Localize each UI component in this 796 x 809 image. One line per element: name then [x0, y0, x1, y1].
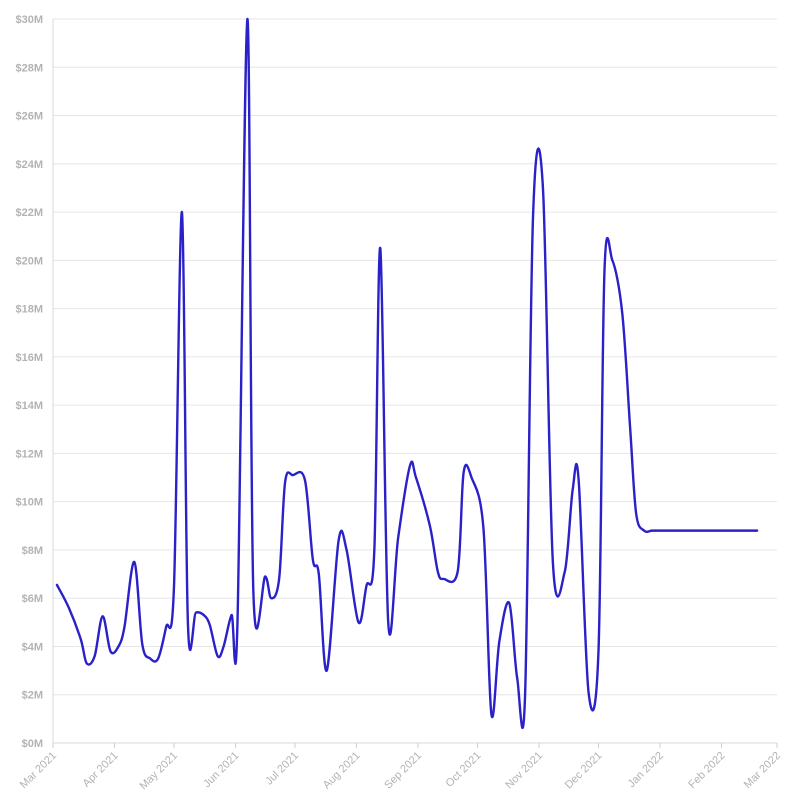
x-tick-label: Oct 2021 [444, 750, 484, 790]
gridlines [53, 18, 777, 696]
x-tick-label: Jan 2022 [626, 750, 666, 790]
x-tick-label: Sep 2021 [382, 750, 424, 792]
y-tick-label: $2M [22, 690, 43, 702]
series-line [55, 17, 759, 729]
y-tick-label: $26M [15, 111, 43, 123]
y-tick-label: $22M [15, 207, 43, 219]
x-tick-label: May 2021 [137, 750, 180, 793]
tick-labels: $0M $2M $4M $6M $8M $10M $12M $14M $16M $18M $20M $… [15, 14, 783, 792]
y-tick-label: $8M [22, 545, 43, 557]
x-tick-label: Feb 2022 [686, 750, 727, 791]
y-tick-label: $0M [22, 738, 43, 750]
series-layer [55, 17, 759, 729]
x-tick-label: Apr 2021 [81, 750, 121, 790]
y-tick-label: $20M [15, 255, 43, 267]
y-tick-label: $16M [15, 352, 43, 364]
y-tick-label: $18M [15, 304, 43, 316]
x-tick-label: Dec 2021 [563, 750, 605, 792]
y-tick-label: $30M [15, 14, 43, 26]
x-tick-label: Nov 2021 [503, 750, 545, 792]
x-tick-label: Mar 2022 [742, 750, 783, 791]
y-tick-label: $6M [22, 593, 43, 605]
x-tick-label: Jul 2021 [263, 750, 301, 788]
y-tick-label: $12M [15, 448, 43, 460]
axes [52, 19, 778, 748]
y-tick-label: $14M [15, 400, 43, 412]
x-tick-label: Aug 2021 [321, 750, 363, 792]
x-tick-label: Jun 2021 [201, 750, 241, 790]
y-tick-label: $4M [22, 641, 43, 653]
y-tick-label: $10M [15, 497, 43, 509]
y-tick-label: $28M [15, 62, 43, 74]
x-tick-label: Mar 2021 [18, 750, 59, 791]
y-tick-label: $24M [15, 159, 43, 171]
